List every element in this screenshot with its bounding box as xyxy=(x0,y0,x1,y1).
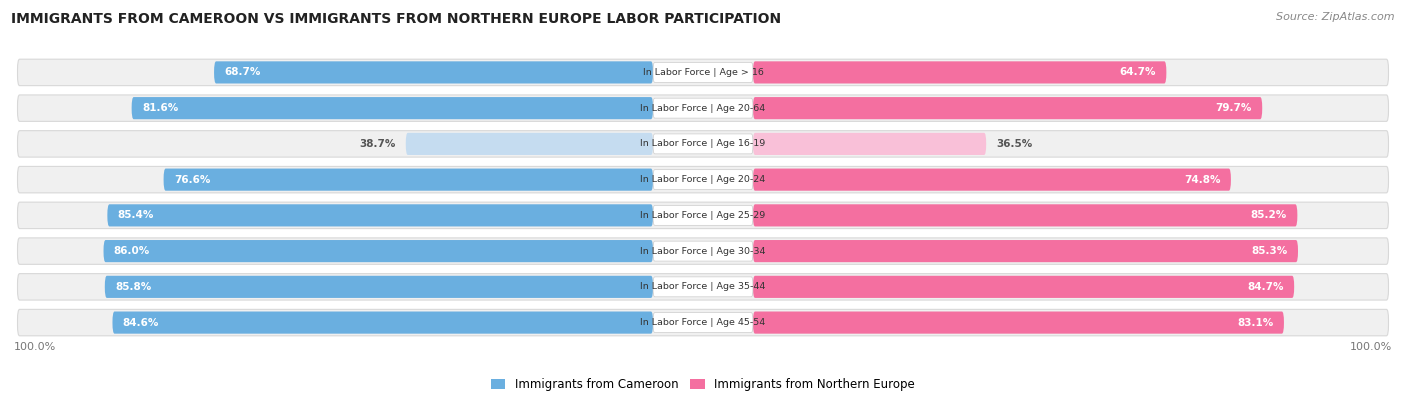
Legend: Immigrants from Cameroon, Immigrants from Northern Europe: Immigrants from Cameroon, Immigrants fro… xyxy=(486,373,920,395)
FancyBboxPatch shape xyxy=(112,312,652,334)
FancyBboxPatch shape xyxy=(754,312,1284,334)
FancyBboxPatch shape xyxy=(754,204,1298,226)
FancyBboxPatch shape xyxy=(652,134,754,154)
FancyBboxPatch shape xyxy=(754,276,1294,298)
Text: 36.5%: 36.5% xyxy=(997,139,1033,149)
FancyBboxPatch shape xyxy=(132,97,652,119)
Text: 81.6%: 81.6% xyxy=(142,103,179,113)
Text: In Labor Force | Age 35-44: In Labor Force | Age 35-44 xyxy=(640,282,766,292)
FancyBboxPatch shape xyxy=(105,276,652,298)
FancyBboxPatch shape xyxy=(652,98,754,118)
Text: 64.7%: 64.7% xyxy=(1119,68,1156,77)
Text: 85.3%: 85.3% xyxy=(1251,246,1288,256)
FancyBboxPatch shape xyxy=(163,169,652,191)
FancyBboxPatch shape xyxy=(652,62,754,83)
FancyBboxPatch shape xyxy=(17,238,1389,264)
Text: In Labor Force | Age > 16: In Labor Force | Age > 16 xyxy=(643,68,763,77)
Text: 86.0%: 86.0% xyxy=(114,246,150,256)
Text: 84.6%: 84.6% xyxy=(122,318,159,327)
FancyBboxPatch shape xyxy=(652,170,754,190)
FancyBboxPatch shape xyxy=(652,241,754,261)
Text: 85.4%: 85.4% xyxy=(118,211,155,220)
FancyBboxPatch shape xyxy=(107,204,652,226)
Text: 38.7%: 38.7% xyxy=(359,139,395,149)
FancyBboxPatch shape xyxy=(754,133,986,155)
Text: 76.6%: 76.6% xyxy=(174,175,211,184)
Text: In Labor Force | Age 16-19: In Labor Force | Age 16-19 xyxy=(640,139,766,149)
FancyBboxPatch shape xyxy=(406,133,652,155)
Text: In Labor Force | Age 45-54: In Labor Force | Age 45-54 xyxy=(640,318,766,327)
FancyBboxPatch shape xyxy=(17,274,1389,300)
Text: In Labor Force | Age 20-24: In Labor Force | Age 20-24 xyxy=(640,175,766,184)
FancyBboxPatch shape xyxy=(652,205,754,225)
Text: 79.7%: 79.7% xyxy=(1216,103,1251,113)
FancyBboxPatch shape xyxy=(652,277,754,297)
Text: 100.0%: 100.0% xyxy=(14,342,56,352)
FancyBboxPatch shape xyxy=(17,202,1389,229)
FancyBboxPatch shape xyxy=(754,61,1167,83)
FancyBboxPatch shape xyxy=(17,166,1389,193)
FancyBboxPatch shape xyxy=(754,97,1263,119)
Text: 85.2%: 85.2% xyxy=(1251,211,1286,220)
Text: In Labor Force | Age 20-64: In Labor Force | Age 20-64 xyxy=(640,103,766,113)
Text: 100.0%: 100.0% xyxy=(1350,342,1392,352)
Text: 68.7%: 68.7% xyxy=(225,68,260,77)
FancyBboxPatch shape xyxy=(17,131,1389,157)
FancyBboxPatch shape xyxy=(104,240,652,262)
FancyBboxPatch shape xyxy=(214,61,652,83)
Text: Source: ZipAtlas.com: Source: ZipAtlas.com xyxy=(1277,12,1395,22)
FancyBboxPatch shape xyxy=(754,240,1298,262)
Text: 85.8%: 85.8% xyxy=(115,282,152,292)
FancyBboxPatch shape xyxy=(652,312,754,333)
FancyBboxPatch shape xyxy=(17,59,1389,86)
Text: 74.8%: 74.8% xyxy=(1184,175,1220,184)
Text: 84.7%: 84.7% xyxy=(1247,282,1284,292)
FancyBboxPatch shape xyxy=(754,169,1230,191)
Text: In Labor Force | Age 30-34: In Labor Force | Age 30-34 xyxy=(640,246,766,256)
Text: 83.1%: 83.1% xyxy=(1237,318,1274,327)
Text: IMMIGRANTS FROM CAMEROON VS IMMIGRANTS FROM NORTHERN EUROPE LABOR PARTICIPATION: IMMIGRANTS FROM CAMEROON VS IMMIGRANTS F… xyxy=(11,12,782,26)
FancyBboxPatch shape xyxy=(17,95,1389,121)
FancyBboxPatch shape xyxy=(17,309,1389,336)
Text: In Labor Force | Age 25-29: In Labor Force | Age 25-29 xyxy=(640,211,766,220)
